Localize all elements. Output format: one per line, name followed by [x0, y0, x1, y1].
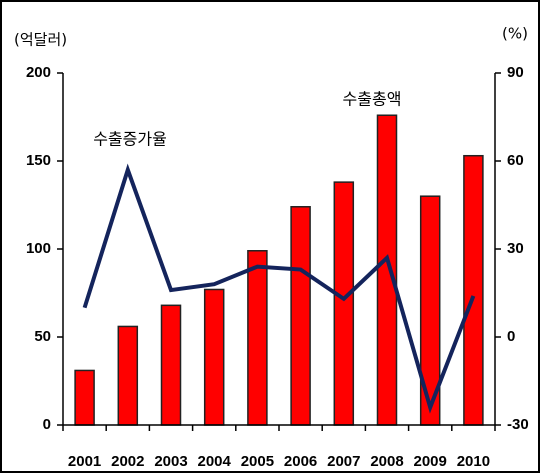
bar — [463, 154, 484, 426]
annotation: 수출증가율 — [93, 130, 167, 149]
y2-tick-label: -30 — [507, 416, 529, 433]
x-tick-label: 2004 — [198, 453, 232, 470]
bar — [290, 206, 311, 426]
x-tick-label: 2006 — [284, 453, 317, 470]
x-tick-label: 2003 — [154, 453, 187, 470]
bar — [247, 250, 268, 426]
x-tick-label: 2005 — [241, 453, 274, 470]
y-axis-label: (억달러) — [14, 31, 67, 49]
y2-axis-label: (%) — [502, 25, 528, 43]
bar — [117, 325, 139, 426]
y-tick-label: 150 — [26, 152, 51, 169]
bar — [333, 181, 355, 426]
y2-tick-label: 0 — [507, 328, 515, 345]
line — [82, 163, 476, 414]
x-tick-label: 2008 — [370, 453, 403, 470]
x-tick-label: 2002 — [111, 453, 144, 470]
x-tick-label: 2010 — [457, 453, 490, 470]
y-tick-label: 200 — [26, 64, 51, 81]
y-tick-label: 50 — [34, 328, 51, 345]
annotation: 수출총액 — [343, 90, 402, 109]
x-tick-label: 2009 — [414, 453, 447, 470]
y-tick-label: 100 — [26, 240, 51, 257]
y2-tick-label: 90 — [507, 64, 524, 81]
y2-tick-label: 60 — [507, 152, 524, 169]
x-tick-label: 2001 — [68, 453, 101, 470]
y2-tick-label: 30 — [507, 240, 524, 257]
bar — [160, 304, 182, 426]
bar — [376, 114, 398, 426]
bar — [203, 288, 225, 426]
x-tick-label: 2007 — [327, 453, 360, 470]
bar — [74, 369, 95, 426]
y-tick-label: 0 — [43, 416, 51, 433]
